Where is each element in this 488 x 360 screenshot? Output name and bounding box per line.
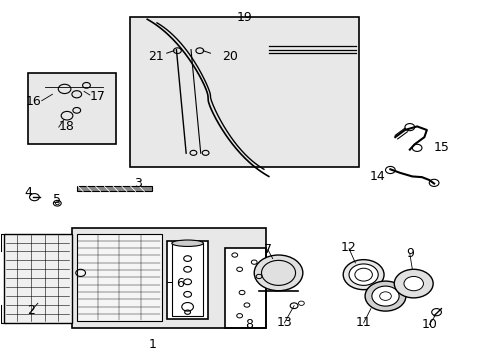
Bar [77,186,152,192]
Text: 10: 10 [421,318,436,331]
Bar [72,228,266,328]
Bar [72,228,266,328]
Text: 16: 16 [25,95,41,108]
Text: 7: 7 [264,243,271,256]
Text: 21: 21 [148,50,164,63]
Circle shape [343,260,383,290]
Circle shape [403,276,423,291]
Text: 11: 11 [355,316,371,329]
Circle shape [371,286,398,306]
Text: 3: 3 [133,177,141,190]
Circle shape [254,255,302,291]
Ellipse shape [171,240,203,247]
Text: 13: 13 [276,316,292,329]
Bar [166,241,207,319]
Bar [77,234,162,321]
Text: 2: 2 [27,304,36,317]
Text: 19: 19 [236,11,252,24]
Text: 8: 8 [245,318,253,331]
Text: 12: 12 [341,241,356,255]
Circle shape [393,269,432,298]
Bar [4,234,72,323]
Bar [28,73,116,144]
Bar [130,18,358,167]
Circle shape [365,281,405,311]
Text: 20: 20 [222,50,238,63]
Text: 15: 15 [433,141,449,154]
Text: 4: 4 [24,186,32,199]
Text: 18: 18 [59,120,75,133]
Bar [171,243,203,316]
Text: 14: 14 [369,170,385,183]
Circle shape [348,264,377,285]
Bar [224,248,266,328]
Text: 6: 6 [176,277,183,290]
Bar [224,248,266,328]
Text: 17: 17 [90,90,105,103]
Bar [130,18,358,167]
Text: 1: 1 [148,338,156,351]
Bar [166,241,207,319]
Text: 5: 5 [53,193,61,206]
Text: 9: 9 [405,247,413,260]
Bar [28,73,116,144]
